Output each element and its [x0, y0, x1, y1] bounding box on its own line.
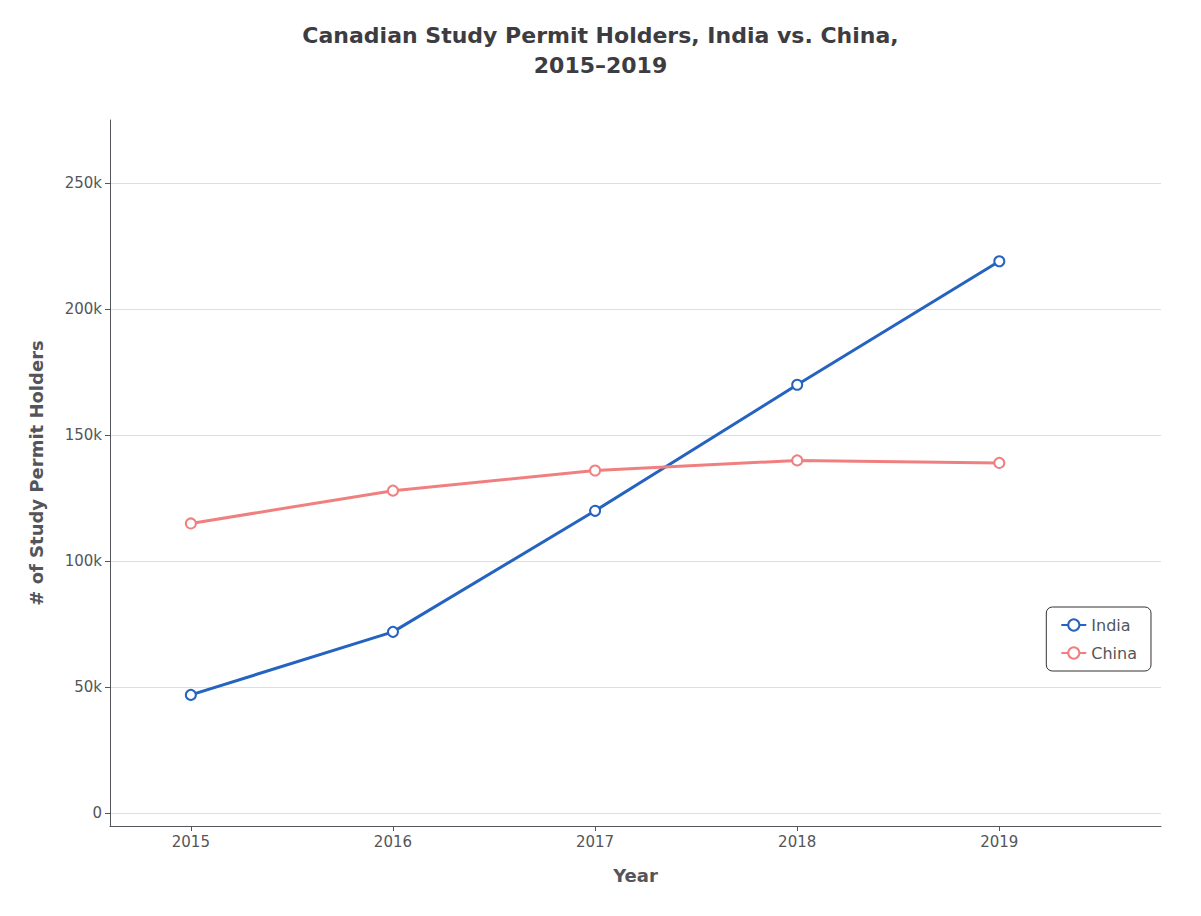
svg-text:100k: 100k [65, 552, 103, 570]
svg-text:Canadian Study Permit Holders,: Canadian Study Permit Holders, India vs.… [302, 23, 898, 48]
svg-text:0: 0 [92, 804, 102, 822]
svg-text:50k: 50k [74, 678, 102, 696]
svg-text:India: India [1091, 616, 1130, 635]
svg-text:2018: 2018 [778, 833, 816, 851]
svg-text:2019: 2019 [980, 833, 1018, 851]
svg-text:200k: 200k [65, 300, 103, 318]
svg-text:2017: 2017 [576, 833, 614, 851]
svg-text:2015–2019: 2015–2019 [534, 53, 667, 78]
svg-text:150k: 150k [65, 426, 103, 444]
svg-text:2016: 2016 [374, 833, 412, 851]
svg-text:2015: 2015 [172, 833, 210, 851]
svg-text:250k: 250k [65, 174, 103, 192]
svg-text:# of Study Permit Holders: # of Study Permit Holders [26, 340, 47, 605]
svg-text:China: China [1091, 644, 1137, 663]
svg-text:Year: Year [612, 865, 658, 886]
